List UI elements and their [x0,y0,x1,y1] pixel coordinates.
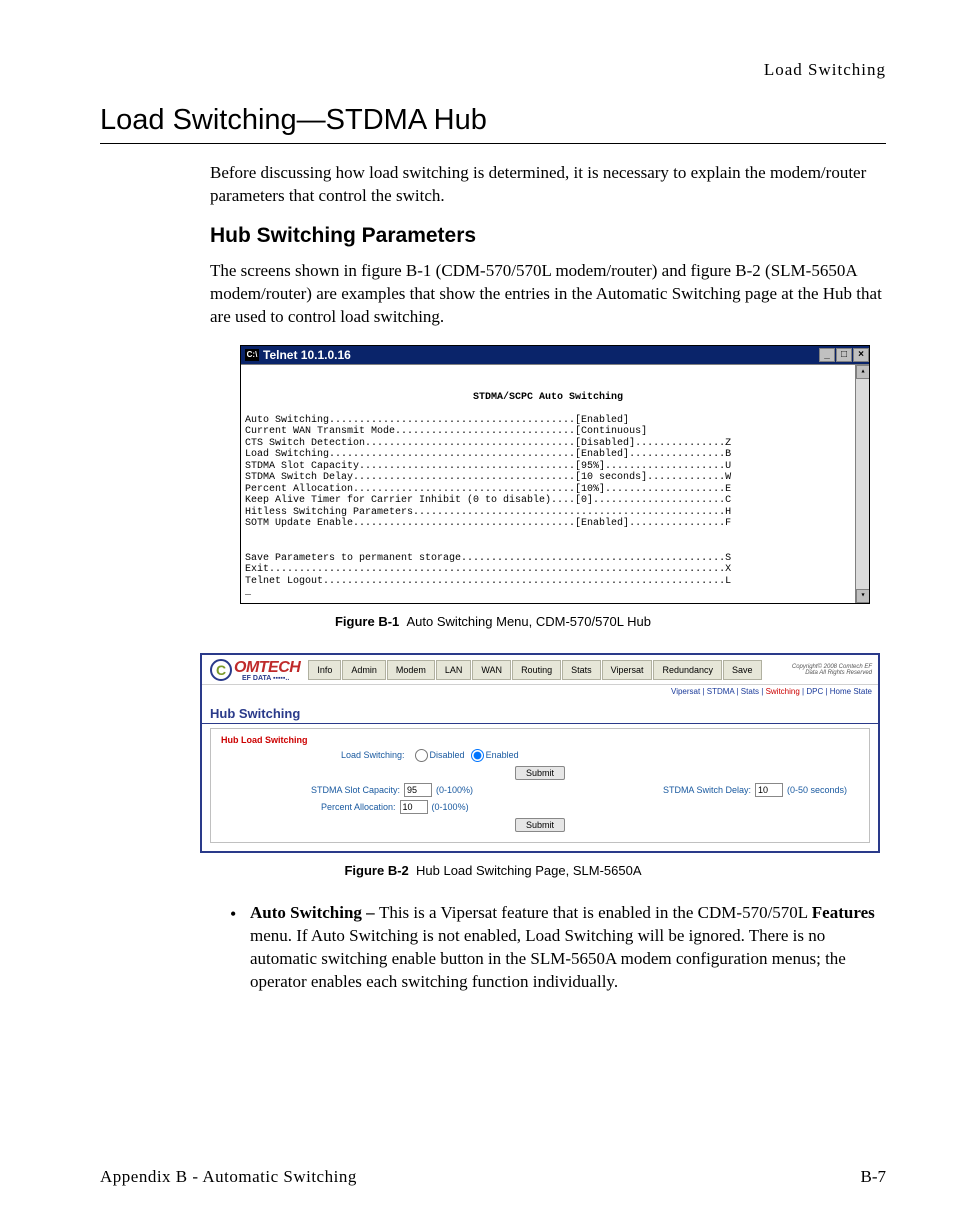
tab-stats[interactable]: Stats [562,660,601,680]
percent-alloc-label: Percent Allocation: [321,802,396,812]
close-button[interactable]: × [853,348,869,362]
telnet-line: Exit....................................… [245,564,731,575]
enabled-label: Enabled [486,750,519,760]
switch-delay-range: (0-50 seconds) [787,785,847,795]
capacity-delay-row: STDMA Slot Capacity: (0-100%) STDMA Swit… [221,783,859,797]
switch-delay-input[interactable] [755,783,783,797]
telnet-line: STDMA Switch Delay......................… [245,472,731,483]
disabled-label: Disabled [430,750,465,760]
telnet-line: _ [245,587,251,598]
figure-2-label: Figure B-2 [344,863,408,878]
section-title: Load Switching—STDMA Hub [100,104,886,137]
title-rule [100,143,886,144]
tab-redundancy[interactable]: Redundancy [653,660,722,680]
copyright-text: Copyright© 2008 Comtech EF Data All Righ… [782,664,872,677]
tab-lan[interactable]: LAN [436,660,472,680]
submit-button-2[interactable]: Submit [515,818,565,832]
percent-alloc-row: Percent Allocation: (0-100%) [221,800,859,814]
hub-load-switching-fieldset: Hub Load Switching Load Switching: Disab… [210,728,870,843]
tab-vipersat[interactable]: Vipersat [602,660,653,680]
logo-icon: C [210,659,232,681]
footer-right: B-7 [861,1167,887,1187]
page-footer: Appendix B - Automatic Switching B-7 [100,1167,886,1187]
telnet-line: Save Parameters to permanent storage....… [245,553,731,564]
load-switching-row: Load Switching: Disabled Enabled [221,749,859,762]
tab-save[interactable]: Save [723,660,762,680]
telnet-body: ▴ ▾ STDMA/SCPC Auto Switching Auto Switc… [241,364,869,603]
telnet-line: Keep Alive Timer for Carrier Inhibit (0 … [245,495,731,506]
load-switching-label: Load Switching: [341,750,405,760]
telnet-title: Telnet 10.1.0.16 [263,348,351,362]
bullet-strong: Features [812,903,875,922]
telnet-line: Auto Switching..........................… [245,415,629,426]
telnet-heading: STDMA/SCPC Auto Switching [245,392,851,404]
slot-capacity-range: (0-100%) [436,785,473,795]
footer-left: Appendix B - Automatic Switching [100,1167,357,1187]
logo-text: OMTECH [234,659,300,676]
maximize-button[interactable]: □ [836,348,852,362]
telnet-line: Current WAN Transmit Mode...............… [245,426,647,437]
submit-button-1[interactable]: Submit [515,766,565,780]
telnet-line: STDMA Slot Capacity.....................… [245,461,731,472]
tab-wan[interactable]: WAN [472,660,511,680]
telnet-window: C:\ Telnet 10.1.0.16 _ □ × ▴ ▾ STDMA/SCP… [240,345,870,604]
telnet-line: Telnet Logout...........................… [245,576,731,587]
figure-1-text: Auto Switching Menu, CDM-570/570L Hub [407,614,651,629]
figure-1-caption: Figure B-1 Auto Switching Menu, CDM-570/… [100,614,886,629]
switch-delay-label: STDMA Switch Delay: [663,785,751,795]
telnet-line: Percent Allocation......................… [245,484,731,495]
figure-2-caption: Figure B-2 Hub Load Switching Page, SLM-… [100,863,886,878]
bullet-list: Auto Switching – This is a Vipersat feat… [230,902,886,994]
subnav-links-2[interactable]: | DPC | Home State [800,687,872,696]
figure-2-text: Hub Load Switching Page, SLM-5650A [416,863,641,878]
percent-alloc-range: (0-100%) [432,802,469,812]
logo: C OMTECH EF DATA ▪▪▪▪▪.. [210,659,300,682]
telnet-scrollbar[interactable]: ▴ ▾ [855,365,869,603]
tab-bar: Info Admin Modem LAN WAN Routing Stats V… [308,660,782,680]
bullet-lead: Auto Switching – [250,903,379,922]
fieldset-legend: Hub Load Switching [221,735,859,745]
bullet-text-1: This is a Vipersat feature that is enabl… [379,903,812,922]
tab-info[interactable]: Info [308,660,341,680]
running-head: Load Switching [100,60,886,80]
bullet-auto-switching: Auto Switching – This is a Vipersat feat… [230,902,886,994]
enabled-radio[interactable] [471,749,484,762]
intro-paragraph: Before discussing how load switching is … [210,162,886,208]
subnav-active[interactable]: Switching [766,687,800,696]
subsection-title: Hub Switching Parameters [210,224,886,248]
panel-title: Hub Switching [202,700,878,724]
terminal-icon: C:\ [245,349,259,361]
telnet-line: Hitless Switching Parameters............… [245,507,731,518]
percent-alloc-input[interactable] [400,800,428,814]
telnet-line: SOTM Update Enable......................… [245,518,731,529]
telnet-line: Load Switching..........................… [245,449,731,460]
subnav-links[interactable]: Vipersat | STDMA | Stats | [671,687,766,696]
scroll-down-icon[interactable]: ▾ [856,589,869,603]
tab-admin[interactable]: Admin [342,660,386,680]
sub-nav: Vipersat | STDMA | Stats | Switching | D… [202,685,878,700]
slot-capacity-label: STDMA Slot Capacity: [311,785,400,795]
panel-body: Hub Load Switching Load Switching: Disab… [202,728,878,851]
telnet-line: CTS Switch Detection....................… [245,438,731,449]
scroll-up-icon[interactable]: ▴ [856,365,869,379]
web-header: C OMTECH EF DATA ▪▪▪▪▪.. Info Admin Mode… [202,655,878,685]
disabled-radio[interactable] [415,749,428,762]
slot-capacity-input[interactable] [404,783,432,797]
tab-modem[interactable]: Modem [387,660,435,680]
minimize-button[interactable]: _ [819,348,835,362]
figure-1-label: Figure B-1 [335,614,399,629]
bullet-text-2: menu. If Auto Switching is not enabled, … [250,926,846,991]
web-window: C OMTECH EF DATA ▪▪▪▪▪.. Info Admin Mode… [200,653,880,853]
paragraph-2: The screens shown in figure B-1 (CDM-570… [210,260,886,329]
telnet-titlebar: C:\ Telnet 10.1.0.16 _ □ × [241,346,869,364]
tab-routing[interactable]: Routing [512,660,561,680]
